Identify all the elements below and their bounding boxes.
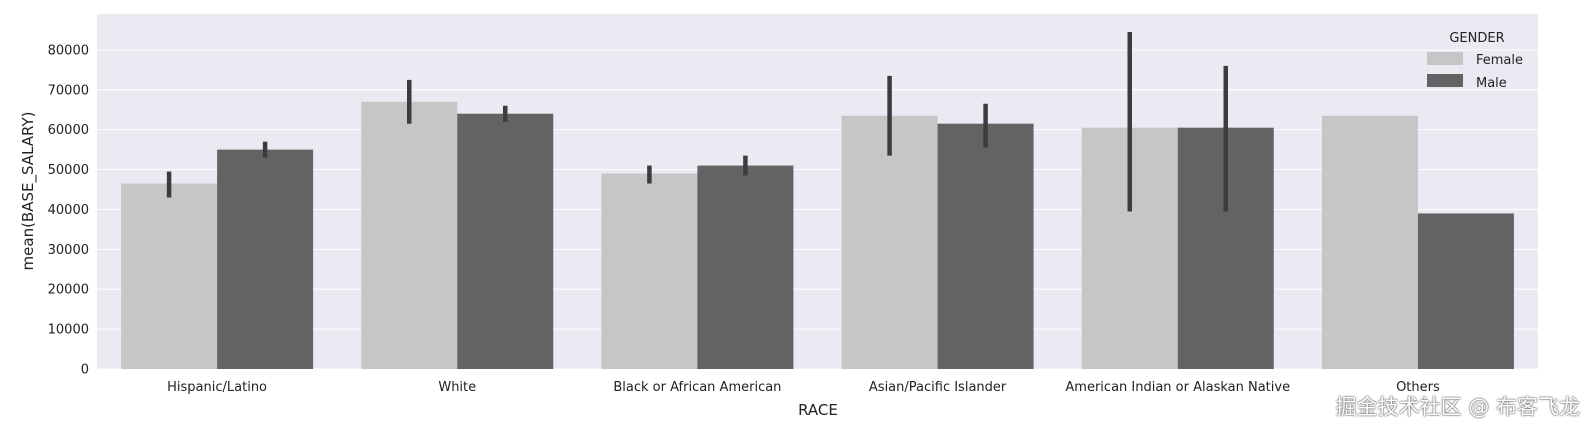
legend-swatch-male [1427,74,1463,87]
bar-male [697,165,794,369]
y-tick-label: 60000 [48,123,89,138]
bar-male [457,113,554,369]
watermark: 掘金技术社区 @ 布客飞龙 [1335,395,1580,419]
bar-female [601,173,698,369]
bar-male [1417,213,1514,369]
y-tick-labels: 0 10000 20000 30000 40000 50000 60000 70000 8000… [48,43,89,377]
x-tick-label: Asian/Pacific Islander [869,380,1007,395]
bar-female [1321,115,1418,369]
bar-female [841,115,938,369]
x-tick-label: Black or African American [613,380,781,395]
y-tick-label: 20000 [48,283,89,298]
plot-background [97,14,1538,369]
x-tick-label: Hispanic/Latino [167,380,267,395]
bar-female [121,183,218,369]
x-tick-labels: Hispanic/Latino White Black or African Ame… [167,380,1440,395]
y-axis-label: mean(BASE_SALARY) [19,112,38,271]
x-tick-label: American Indian or Alaskan Native [1065,380,1290,395]
x-tick-label: Others [1396,380,1440,395]
y-tick-label: 30000 [48,243,89,258]
error-bars [166,31,1228,212]
x-tick-label: White [438,380,476,395]
legend-swatch-female [1427,52,1463,65]
bar-female [361,101,458,369]
bars [121,101,1514,369]
gridlines [97,49,1538,370]
y-tick-label: 10000 [48,323,89,338]
y-tick-label: 50000 [48,163,89,178]
legend-title: GENDER [1449,31,1504,46]
y-tick-label: 40000 [48,203,89,218]
legend-label-male: Male [1476,76,1507,91]
x-axis-label: RACE [798,401,838,419]
legend-label-female: Female [1476,53,1523,68]
bar-male [217,149,314,369]
y-tick-label: 70000 [48,83,89,98]
legend: GENDER Female Male [1427,31,1523,91]
y-tick-label: 0 [81,363,89,378]
y-tick-label: 80000 [48,43,89,58]
bar-male [937,123,1034,369]
